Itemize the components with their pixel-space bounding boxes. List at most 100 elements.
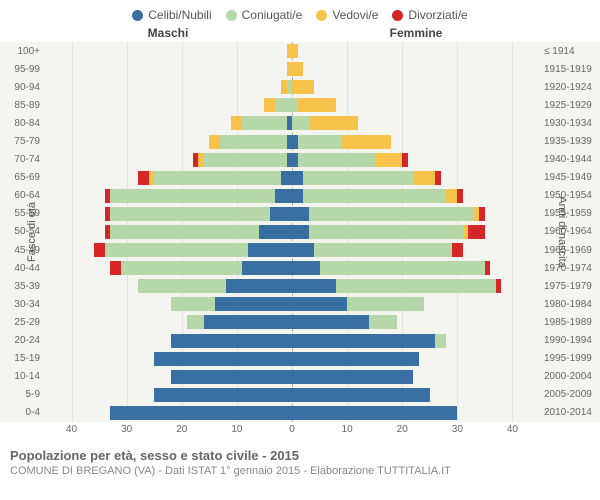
legend-label: Vedovi/e bbox=[332, 8, 378, 22]
birth-year-label: 1995-1999 bbox=[540, 353, 600, 364]
bar-segment bbox=[342, 135, 392, 149]
bar-segment bbox=[110, 406, 292, 420]
bar-segment bbox=[292, 171, 303, 185]
age-label: 85-89 bbox=[0, 100, 44, 111]
birth-year-label: 1930-1934 bbox=[540, 118, 600, 129]
bar-segment bbox=[292, 352, 419, 366]
bar-segment bbox=[292, 62, 303, 76]
pyramid-row: 0-42010-2014 bbox=[0, 404, 600, 422]
legend-item: Divorziati/e bbox=[392, 8, 467, 22]
x-tick: 30 bbox=[452, 424, 463, 435]
bar-segment bbox=[303, 171, 413, 185]
bar-segment bbox=[110, 261, 121, 275]
bar-segment bbox=[452, 243, 463, 257]
bar-segment bbox=[264, 98, 275, 112]
pyramid-row: 95-991915-1919 bbox=[0, 60, 600, 78]
bar-segment bbox=[479, 207, 485, 221]
pyramid-row: 70-74 1940-1944 bbox=[0, 151, 600, 169]
legend-swatch bbox=[392, 10, 403, 21]
female-bar bbox=[292, 135, 540, 149]
male-bar bbox=[44, 370, 292, 384]
chart-title: Popolazione per età, sesso e stato civil… bbox=[10, 448, 590, 463]
legend-label: Divorziati/e bbox=[408, 8, 467, 22]
age-label: 0-4 bbox=[0, 407, 44, 418]
birth-year-label: 1935-1939 bbox=[540, 136, 600, 147]
legend-label: Coniugati/e bbox=[242, 8, 303, 22]
pyramid-row: 40-441970-1974 bbox=[0, 259, 600, 277]
x-tick: 40 bbox=[66, 424, 77, 435]
chart-subtitle: COMUNE DI BREGANO (VA) - Dati ISTAT 1° g… bbox=[10, 465, 590, 477]
chart-footer: Popolazione per età, sesso e stato civil… bbox=[0, 442, 600, 477]
bar-segment bbox=[292, 261, 320, 275]
age-label: 65-69 bbox=[0, 172, 44, 183]
male-bar bbox=[44, 98, 292, 112]
male-bar bbox=[44, 80, 292, 94]
pyramid-row: 60-641950-1954 bbox=[0, 187, 600, 205]
bar-segment bbox=[242, 116, 286, 130]
male-bar bbox=[44, 44, 292, 58]
female-bar bbox=[292, 62, 540, 76]
birth-year-label: 1990-1994 bbox=[540, 335, 600, 346]
age-label: 40-44 bbox=[0, 263, 44, 274]
bar-segment bbox=[292, 80, 314, 94]
age-label: 30-34 bbox=[0, 299, 44, 310]
female-bar bbox=[292, 406, 540, 420]
bar-segment bbox=[110, 189, 275, 203]
female-bar bbox=[292, 80, 540, 94]
bar-segment bbox=[292, 279, 336, 293]
bar-segment bbox=[259, 225, 292, 239]
legend-item: Vedovi/e bbox=[316, 8, 378, 22]
bar-segment bbox=[171, 334, 292, 348]
bar-segment bbox=[496, 279, 502, 293]
female-bar bbox=[292, 388, 540, 402]
bar-segment bbox=[309, 225, 463, 239]
x-tick: 0 bbox=[289, 424, 295, 435]
birth-year-label: 1940-1944 bbox=[540, 154, 600, 165]
female-bar bbox=[292, 352, 540, 366]
bar-segment bbox=[209, 135, 220, 149]
bar-segment bbox=[292, 334, 435, 348]
bar-segment bbox=[138, 171, 149, 185]
bar-segment bbox=[298, 135, 342, 149]
birth-year-label: 1975-1979 bbox=[540, 281, 600, 292]
x-tick: 20 bbox=[397, 424, 408, 435]
birth-year-label: 1925-1929 bbox=[540, 100, 600, 111]
male-bar bbox=[44, 261, 292, 275]
birth-year-label: 2005-2009 bbox=[540, 389, 600, 400]
bar-segment bbox=[231, 116, 242, 130]
female-bar bbox=[292, 225, 540, 239]
female-bar bbox=[292, 243, 540, 257]
pyramid-row: 5-92005-2009 bbox=[0, 386, 600, 404]
legend-label: Celibi/Nubili bbox=[148, 8, 211, 22]
male-bar bbox=[44, 116, 292, 130]
bar-segment bbox=[298, 153, 375, 167]
male-bar bbox=[44, 62, 292, 76]
age-label: 100+ bbox=[0, 46, 44, 57]
age-label: 15-19 bbox=[0, 353, 44, 364]
age-label: 50-54 bbox=[0, 226, 44, 237]
bar-segment bbox=[187, 315, 204, 329]
pyramid-row: 25-291985-1989 bbox=[0, 313, 600, 331]
age-label: 25-29 bbox=[0, 317, 44, 328]
bar-segment bbox=[110, 207, 270, 221]
female-bar bbox=[292, 370, 540, 384]
bar-segment bbox=[375, 153, 403, 167]
age-label: 95-99 bbox=[0, 64, 44, 75]
birth-year-label: 1980-1984 bbox=[540, 299, 600, 310]
bar-segment bbox=[457, 189, 463, 203]
age-label: 90-94 bbox=[0, 82, 44, 93]
female-bar bbox=[292, 207, 540, 221]
x-axis: 40302010010203040 bbox=[0, 424, 600, 442]
male-bar bbox=[44, 406, 292, 420]
bar-segment bbox=[275, 189, 292, 203]
x-tick: 10 bbox=[231, 424, 242, 435]
bar-segment bbox=[309, 116, 359, 130]
pyramid-row: 30-34 1980-1984 bbox=[0, 295, 600, 313]
bar-segment bbox=[292, 44, 298, 58]
age-label: 70-74 bbox=[0, 154, 44, 165]
bar-segment bbox=[336, 279, 496, 293]
bar-segment bbox=[171, 297, 215, 311]
bar-segment bbox=[281, 171, 292, 185]
pyramid-row: 85-89 1925-1929 bbox=[0, 96, 600, 114]
birth-year-label: 1955-1959 bbox=[540, 208, 600, 219]
